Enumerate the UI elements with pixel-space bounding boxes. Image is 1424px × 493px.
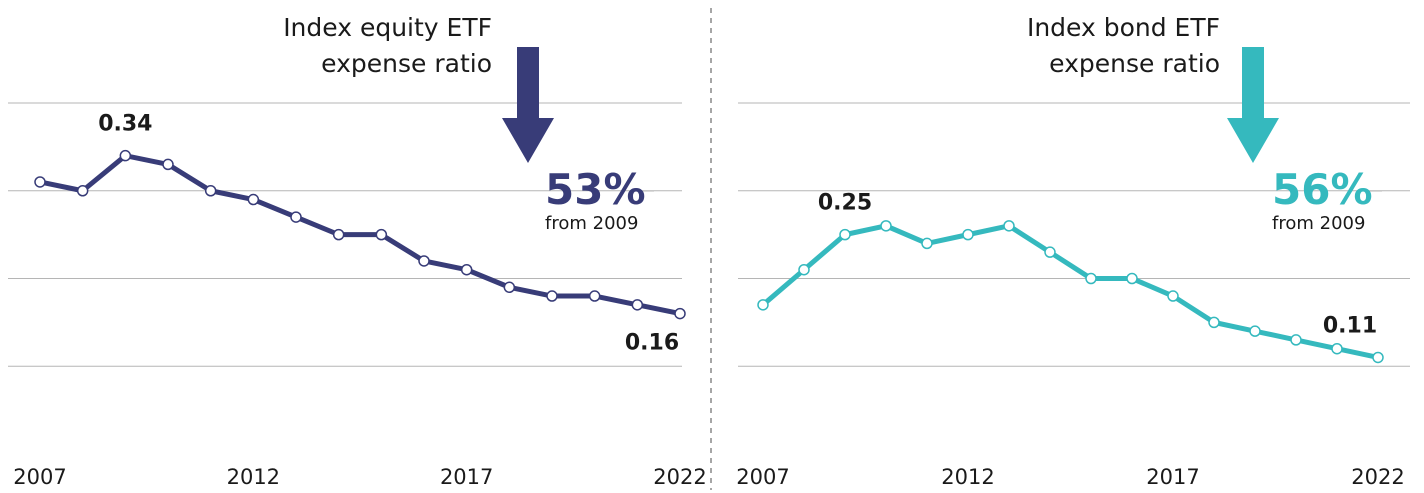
point <box>1372 351 1384 364</box>
arrow <box>502 47 554 163</box>
x-tick-label: 2022 <box>653 465 706 489</box>
data-label: 0.16 <box>625 331 679 356</box>
point <box>1249 325 1261 337</box>
point <box>76 185 89 197</box>
point <box>375 228 388 241</box>
point <box>162 158 174 171</box>
change-note: from 2009 <box>1272 213 1365 234</box>
point <box>1085 272 1097 285</box>
point <box>503 281 516 294</box>
point <box>418 255 430 267</box>
series-line <box>761 223 1379 360</box>
point <box>204 185 217 197</box>
point <box>1208 316 1220 329</box>
x-tick-label: 2012 <box>941 465 994 489</box>
point <box>119 149 132 162</box>
point <box>1003 220 1015 232</box>
point <box>34 176 46 188</box>
change-percent: 56% <box>1272 165 1373 214</box>
point <box>247 193 260 206</box>
data-label: 0.34 <box>98 112 152 137</box>
x-tick-label: 2007 <box>13 465 66 489</box>
x-tick-label: 2012 <box>227 465 280 489</box>
data-label: 0.11 <box>1323 313 1377 338</box>
chart-title: Index bond ETF <box>1027 13 1220 42</box>
x-tick-label: 2017 <box>1146 465 1199 489</box>
chart-title: Index equity ETF <box>283 13 492 42</box>
point <box>798 263 810 276</box>
x-tick-label: 2017 <box>440 465 493 489</box>
change-percent: 53% <box>545 165 646 214</box>
point <box>921 237 933 250</box>
point <box>290 211 302 223</box>
point <box>631 299 644 311</box>
x-tick-label: 2022 <box>1351 465 1404 489</box>
point <box>1167 290 1179 302</box>
point <box>962 228 974 241</box>
arrow <box>1227 47 1279 163</box>
x-tick-label: 2007 <box>736 465 789 489</box>
point <box>1290 334 1302 346</box>
series-line <box>39 153 681 317</box>
point <box>757 299 769 311</box>
point <box>588 290 601 302</box>
point <box>880 220 892 232</box>
point <box>332 228 345 241</box>
data-label: 0.25 <box>818 191 872 216</box>
point <box>460 263 473 276</box>
chart-title: expense ratio <box>1049 49 1220 78</box>
point <box>1044 246 1056 258</box>
point <box>1331 342 1343 355</box>
change-note: from 2009 <box>545 213 638 234</box>
point <box>1126 272 1138 285</box>
point <box>546 290 558 302</box>
point <box>674 307 686 320</box>
chart-title: expense ratio <box>321 49 492 78</box>
point <box>839 228 851 241</box>
